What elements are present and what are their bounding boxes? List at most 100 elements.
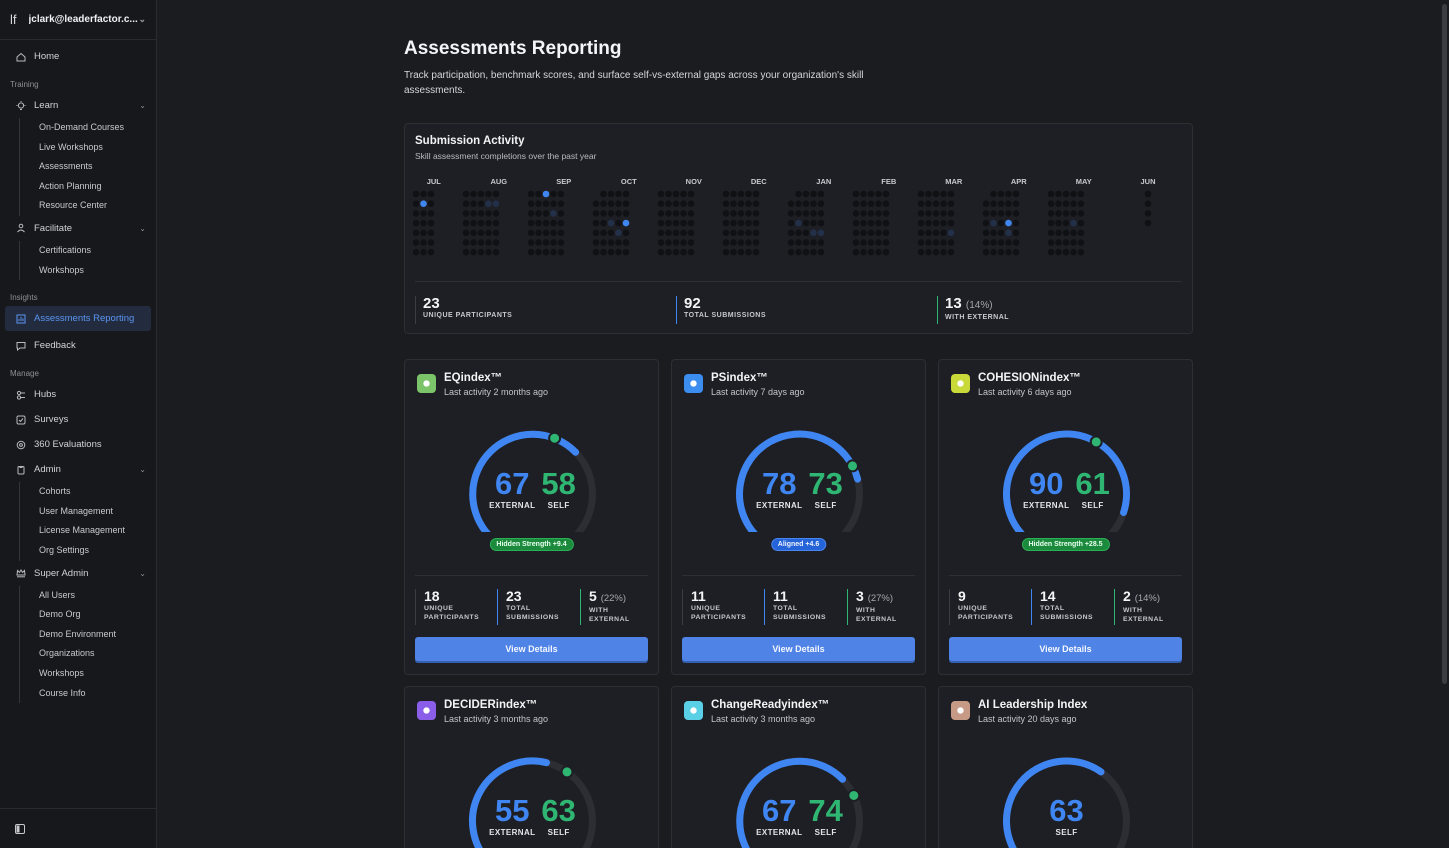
- sidebar-item-home[interactable]: Home: [0, 44, 156, 69]
- sidebar-subitem[interactable]: License Management: [39, 525, 126, 536]
- sidebar-item-learn[interactable]: Learn ⌄: [0, 93, 156, 118]
- sidebar-subitem[interactable]: User Management: [39, 505, 114, 516]
- activity-cell: [680, 248, 687, 256]
- sidebar-item-hubs[interactable]: Hubs: [0, 382, 156, 407]
- sidebar-subitem[interactable]: Org Settings: [39, 544, 90, 555]
- score-gauge: [469, 757, 596, 848]
- activity-cell: [852, 219, 860, 227]
- gauge-self-marker: [548, 431, 562, 445]
- sidebar-subitem[interactable]: On-Demand Courses: [39, 122, 125, 132]
- activity-cell: [680, 229, 687, 237]
- activity-cell: [997, 239, 1005, 246]
- activity-cell: [997, 210, 1005, 217]
- activity-cell: [802, 248, 810, 256]
- activity-cell: [680, 200, 687, 207]
- activity-cell: [413, 219, 420, 227]
- activity-cell: [420, 200, 427, 207]
- activity-cell: [542, 219, 550, 227]
- checklist-icon: [16, 415, 26, 425]
- chevron-down-icon[interactable]: ⌄: [139, 101, 146, 110]
- sidebar-item-assessments-reporting[interactable]: Assessments Reporting: [5, 306, 151, 332]
- sidebar-item-label: Learn: [34, 100, 59, 111]
- activity-cell: [787, 229, 795, 237]
- sidebar-item-super-admin[interactable]: Super Admin ⌄: [0, 561, 156, 586]
- scrollbar[interactable]: [1440, 0, 1449, 848]
- activity-cell: [600, 210, 607, 217]
- ps-icon: [684, 374, 703, 393]
- sidebar-subitem[interactable]: Live Workshops: [39, 141, 103, 152]
- activity-cell: [535, 229, 542, 237]
- activity-cell: [477, 200, 485, 207]
- activity-cell: [1062, 248, 1070, 256]
- sidebar-subitem[interactable]: Assessments: [39, 161, 93, 172]
- sidebar-item-feedback[interactable]: Feedback: [0, 333, 156, 358]
- activity-cell: [982, 219, 990, 227]
- sidebar-subitem[interactable]: Action Planning: [39, 180, 102, 191]
- activity-cell: [730, 248, 737, 256]
- activity-cell: [810, 200, 817, 207]
- activity-cell: [542, 248, 550, 256]
- month-label: FEB: [881, 177, 897, 186]
- scrollbar-thumb[interactable]: [1442, 4, 1447, 684]
- chevron-down-icon[interactable]: ⌄: [139, 465, 146, 475]
- activity-cell: [492, 190, 500, 198]
- activity-cell: [745, 239, 752, 246]
- sidebar-item-admin[interactable]: Admin ⌄: [0, 457, 156, 482]
- activity-cell: [737, 190, 745, 198]
- activity-cell: [462, 248, 470, 256]
- card-stats: 18 UNIQUE PARTICIPANTS 23 TOTAL SUBMISSION…: [415, 575, 648, 627]
- chevron-down-icon[interactable]: ⌄: [139, 568, 146, 578]
- sidebar-item-facilitate[interactable]: Facilitate ⌄: [0, 216, 156, 241]
- activity-cell: [600, 229, 607, 237]
- activity-cell: [492, 248, 500, 256]
- activity-title: Submission Activity: [415, 135, 525, 147]
- activity-cell: [860, 239, 867, 246]
- sidebar-subitem[interactable]: Organizations: [39, 648, 95, 659]
- activity-cell: [1012, 210, 1020, 217]
- view-details-button[interactable]: View Details: [682, 637, 915, 661]
- activity-cell: [413, 210, 420, 217]
- activity-cell: [852, 200, 860, 207]
- activity-cell: [730, 239, 737, 246]
- activity-cell: [1077, 229, 1085, 237]
- sidebar-subitem[interactable]: All Users: [39, 589, 76, 600]
- sidebar-subitem[interactable]: Workshops: [39, 264, 84, 275]
- sidebar-subitem[interactable]: Cohorts: [39, 486, 71, 497]
- activity-cell: [607, 190, 615, 198]
- activity-cell: [1055, 229, 1062, 237]
- assessment-card: EQindex™ Last activity 2 months ago 67 EX…: [404, 359, 659, 675]
- gap-badge: Hidden Strength +28.5: [1021, 538, 1110, 551]
- sidebar-subitem[interactable]: Workshops: [39, 667, 84, 678]
- activity-cell: [427, 210, 435, 217]
- sidebar-item-360-evaluations[interactable]: 360 Evaluations: [0, 432, 156, 457]
- activity-cell: [1062, 190, 1070, 198]
- activity-cell: [810, 210, 817, 217]
- sidebar-subitem[interactable]: Course Info: [39, 687, 86, 698]
- chevron-down-icon[interactable]: ⌄: [139, 223, 146, 233]
- sidebar-subitem[interactable]: Resource Center: [39, 200, 108, 211]
- sidebar-subitem[interactable]: Certifications: [39, 244, 92, 255]
- activity-cell: [787, 239, 795, 246]
- card-title: ChangeReadyindex™: [711, 699, 830, 711]
- activity-cell: [420, 219, 427, 227]
- sidebar-subitem[interactable]: Demo Environment: [39, 628, 117, 639]
- activity-cell: [802, 190, 810, 198]
- activity-cell: [527, 239, 535, 246]
- activity-cell: [852, 248, 860, 256]
- collapse-sidebar-icon[interactable]: [15, 823, 25, 834]
- activity-cell: [787, 219, 795, 227]
- activity-cell: [622, 190, 630, 198]
- view-details-button[interactable]: View Details: [949, 637, 1182, 661]
- activity-cell: [947, 248, 955, 256]
- score-gauge: [1003, 757, 1130, 848]
- view-details-button[interactable]: View Details: [415, 637, 648, 661]
- sidebar-subitem[interactable]: Demo Org: [39, 609, 81, 620]
- account-switcher[interactable]: lf jclark@leaderfactor.c... ⌄: [0, 0, 156, 40]
- activity-cell: [730, 219, 737, 227]
- activity-cell: [990, 239, 997, 246]
- activity-cell: [680, 210, 687, 217]
- assessment-card: PSindex™ Last activity 7 days ago 78 EXTE…: [671, 359, 926, 675]
- sidebar-item-surveys[interactable]: Surveys: [0, 407, 156, 432]
- activity-cell: [817, 248, 825, 256]
- activity-cell: [470, 219, 477, 227]
